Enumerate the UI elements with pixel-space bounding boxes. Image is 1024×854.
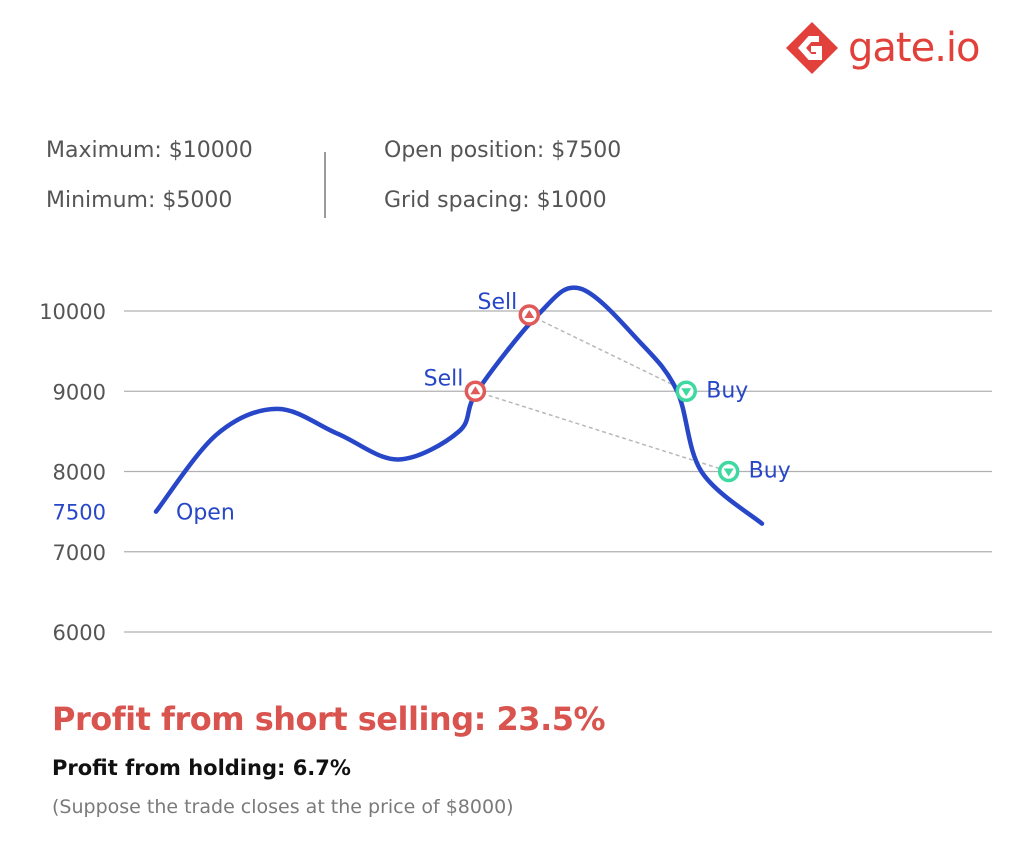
price-chart: 10000 9000 8000 7500 7000 6000 Open Sell Sell Buy… [39,285,992,645]
open-label: Open [176,501,235,526]
price-line [153,285,765,526]
profit-holding: Profit from holding: 6.7% [52,756,351,780]
profit-short-selling: Profit from short selling: 23.5% [52,700,606,738]
y-tick-label-10000: 10000 [39,300,106,324]
y-tick-label-6000: 6000 [53,621,106,645]
y-tick-label-9000: 9000 [53,380,106,404]
range-params: Maximum: $10000 Minimum: $5000 [46,140,253,216]
y-tick-label-7000: 7000 [53,541,106,565]
brand-name: gate.io [848,25,980,71]
buy-label-3: Buy [706,378,748,403]
open-position-label: Open position: $7500 [384,138,622,163]
params-divider [324,152,326,218]
y-tick-label-8000: 8000 [53,461,106,485]
sell-label-2: Sell [478,290,518,315]
trade-connector-2 [475,390,729,473]
buy-down-arrow-icon-3 [681,388,692,397]
brand-logo: gate.io [784,20,994,76]
assumption-note: (Suppose the trade closes at the price o… [52,796,514,818]
gate-io-logo-icon [786,22,838,74]
sell-label-1: Sell [424,366,464,391]
minimum-label: Minimum: $5000 [46,188,233,213]
grid-params: Open position: $7500 Grid spacing: $1000 [384,140,621,216]
maximum-label: Maximum: $10000 [46,138,253,163]
sell-up-arrow-icon-1 [470,386,481,395]
grid-spacing-label: Grid spacing: $1000 [384,188,607,213]
y-tick-label-7500: 7500 [53,501,106,525]
buy-label-4: Buy [749,459,791,484]
trade-connector-1 [528,314,687,392]
sell-up-arrow-icon-2 [524,310,535,319]
buy-down-arrow-icon-4 [723,468,734,477]
